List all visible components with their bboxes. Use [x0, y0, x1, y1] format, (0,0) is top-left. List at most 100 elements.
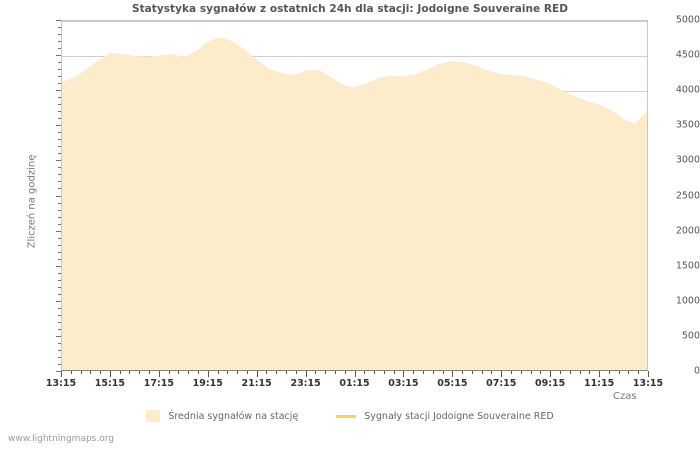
chart-legend: Średnia sygnałów na stację Sygnały stacj…	[0, 410, 700, 422]
x-axis-tick-label: 15:15	[94, 378, 126, 389]
y-axis-minor-tick	[58, 244, 61, 246]
x-axis-minor-tick	[374, 371, 376, 374]
legend-area-label: Średnia sygnałów na stację	[168, 410, 299, 422]
x-axis-minor-tick	[227, 371, 229, 374]
x-axis-tick	[501, 371, 503, 377]
x-axis-minor-tick	[237, 371, 239, 374]
y-axis-minor-tick	[58, 167, 61, 169]
y-axis-minor-tick	[58, 118, 61, 120]
x-axis-minor-tick	[139, 371, 141, 374]
y-axis-tick-label: 1000	[675, 295, 700, 307]
x-axis-tick-label: 07:15	[486, 378, 517, 389]
gridline	[62, 21, 647, 22]
y-axis-minor-tick	[58, 181, 61, 183]
x-axis-tick-label: 19:15	[192, 378, 223, 389]
x-axis-minor-tick	[383, 371, 385, 374]
x-axis-tick-label: 17:15	[143, 378, 174, 389]
x-axis-minor-tick	[491, 371, 493, 374]
x-axis-tick	[648, 371, 649, 377]
x-axis-minor-tick	[315, 371, 317, 374]
area-series	[62, 37, 647, 370]
x-axis-minor-tick	[511, 371, 513, 374]
y-axis-tick-label: 5000	[675, 14, 700, 26]
y-axis-minor-tick	[58, 202, 61, 204]
x-axis-minor-tick	[325, 371, 327, 374]
legend-area-swatch-icon	[146, 410, 161, 422]
x-axis-minor-tick	[178, 371, 180, 374]
y-axis-minor-tick	[58, 258, 61, 260]
x-axis-minor-tick	[70, 371, 72, 374]
legend-item-station: Sygnały stacji Jodoigne Souveraine RED	[336, 411, 554, 422]
x-axis-tick-label: 21:15	[241, 378, 272, 389]
x-axis-tick	[109, 371, 111, 377]
x-axis-tick	[305, 371, 307, 377]
x-axis-minor-tick	[442, 371, 444, 374]
x-axis-minor-tick	[276, 371, 278, 374]
x-axis-minor-tick	[246, 371, 248, 374]
x-axis-minor-tick	[217, 371, 219, 374]
x-axis-tick-label: 09:15	[535, 378, 566, 389]
x-axis-minor-tick	[188, 371, 190, 374]
legend-line-swatch-icon	[336, 414, 357, 418]
y-axis-tick	[56, 335, 61, 337]
x-axis-tick-label: 03:15	[388, 378, 419, 389]
x-axis-tick	[452, 371, 454, 377]
line-path	[62, 37, 647, 125]
x-axis-minor-tick	[197, 371, 199, 374]
x-axis-minor-tick	[344, 371, 346, 374]
y-axis-minor-tick	[58, 48, 61, 50]
x-axis-minor-tick	[462, 371, 464, 374]
y-axis-tick-label: 3000	[675, 154, 700, 166]
y-axis-minor-tick	[58, 251, 61, 253]
x-axis-minor-tick	[618, 371, 620, 374]
y-axis-minor-tick	[58, 153, 61, 155]
x-axis-tick-label: 05:15	[437, 378, 468, 389]
x-axis-minor-tick	[100, 371, 102, 374]
x-axis-minor-tick	[579, 371, 581, 374]
x-axis-tick-label: 01:15	[339, 378, 370, 389]
x-axis-minor-tick	[266, 371, 268, 374]
x-axis-tick-label: 11:15	[583, 378, 615, 389]
x-axis-minor-tick	[334, 371, 336, 374]
y-axis-minor-tick	[58, 62, 61, 64]
y-axis-tick	[56, 160, 61, 162]
y-axis-minor-tick	[58, 293, 61, 295]
y-axis-tick	[56, 300, 61, 302]
x-axis-minor-tick	[393, 371, 395, 374]
y-axis-tick	[56, 230, 61, 232]
y-axis-minor-tick	[58, 69, 61, 71]
y-axis-tick	[56, 265, 61, 267]
y-axis-minor-tick	[58, 321, 61, 323]
x-axis-minor-tick	[530, 371, 532, 374]
y-axis-minor-tick	[58, 132, 61, 134]
x-axis-title: Czas	[613, 391, 637, 402]
y-axis-minor-tick	[58, 328, 61, 330]
y-axis-minor-tick	[58, 279, 61, 281]
gridline	[62, 56, 647, 58]
footer-attribution: www.lightningmaps.org	[8, 434, 114, 444]
x-axis-minor-tick	[481, 371, 483, 374]
y-axis-minor-tick	[58, 286, 61, 288]
x-axis-minor-tick	[90, 371, 92, 374]
x-axis-tick-label: 13:15	[45, 378, 77, 389]
x-axis-minor-tick	[364, 371, 366, 374]
x-axis-minor-tick	[129, 371, 131, 374]
area-path	[62, 37, 647, 370]
y-axis-tick-label: 4000	[675, 84, 700, 96]
x-axis-tick-label: 23:15	[290, 378, 321, 389]
y-axis-minor-tick	[58, 314, 61, 316]
y-axis-tick	[56, 90, 61, 92]
plot-area	[61, 20, 648, 371]
x-axis-minor-tick	[520, 371, 522, 374]
y-axis-tick-label: 3500	[675, 119, 700, 131]
y-axis-tick	[56, 55, 61, 57]
y-axis-title: Zliczeń na godzinę	[26, 154, 38, 249]
x-axis-minor-tick	[628, 371, 630, 374]
y-axis-minor-tick	[58, 139, 61, 141]
x-axis-tick	[403, 371, 405, 377]
y-axis-minor-tick	[58, 342, 61, 344]
y-axis-minor-tick	[58, 272, 61, 274]
x-axis-minor-tick	[471, 371, 473, 374]
y-axis-tick	[56, 371, 61, 372]
